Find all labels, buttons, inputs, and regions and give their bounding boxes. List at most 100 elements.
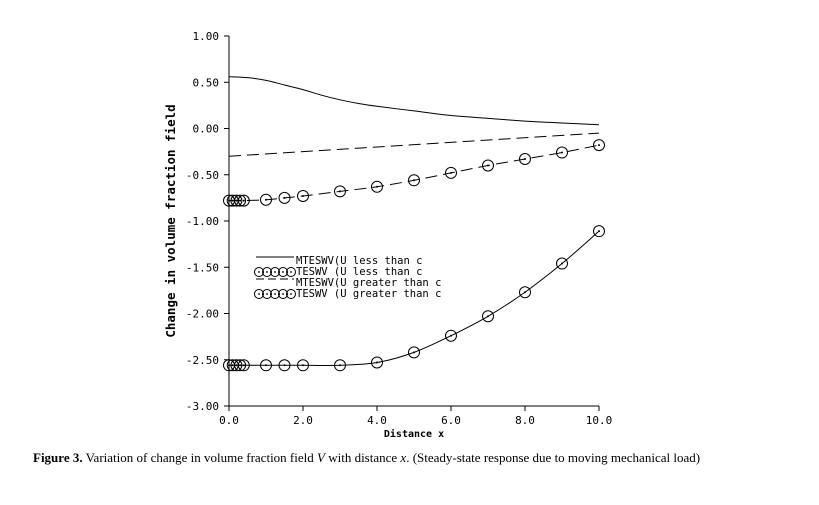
- marker-circle: [556, 146, 568, 159]
- marker-dot: [283, 196, 286, 199]
- x-tick-label: 8.0: [515, 414, 535, 427]
- legend-marker-circle: [286, 267, 296, 277]
- series-2: [223, 225, 605, 372]
- marker-dot: [376, 361, 378, 364]
- series-4-point: [482, 159, 494, 172]
- marker-circle: [556, 257, 568, 270]
- series-4-point: [593, 139, 605, 152]
- series-4-point: [334, 185, 346, 198]
- legend-item-1: MTESWV(U less than c: [256, 255, 422, 267]
- caption-var-x: x: [400, 450, 407, 465]
- marker-dot: [302, 364, 304, 367]
- marker-dot: [487, 164, 489, 167]
- y-tick-label: -3.00: [186, 400, 219, 413]
- legend-marker-circle: [278, 289, 288, 299]
- legend-marker-circle: [254, 267, 264, 277]
- series-3: [228, 132, 600, 157]
- marker-circle: [230, 194, 243, 207]
- legend-marker-circle: [262, 267, 272, 277]
- marker-dot: [228, 364, 230, 367]
- series-2-point: [297, 359, 309, 372]
- series-4-point: [234, 194, 247, 207]
- marker-circle: [230, 359, 243, 372]
- marker-dot: [487, 315, 489, 318]
- marker-circle: [519, 286, 531, 299]
- legend-marker-dot: [266, 271, 268, 273]
- legend-marker-dot: [282, 293, 284, 295]
- marker-circle: [297, 359, 309, 372]
- marker-dot: [242, 199, 245, 202]
- x-tick-label: 4.0: [367, 414, 387, 427]
- legend-item-4: TESWV (U greater than c: [254, 288, 441, 300]
- marker-dot: [524, 291, 526, 294]
- marker-dot: [598, 144, 600, 147]
- marker-dot: [231, 199, 234, 202]
- series-2-point: [371, 356, 383, 369]
- series-2-point: [519, 286, 531, 299]
- marker-circle: [482, 310, 494, 323]
- legend-marker-dot: [258, 271, 260, 273]
- x-tick-label: 10.0: [586, 414, 613, 427]
- y-tick-label: -2.00: [186, 308, 219, 321]
- series-4-point: [297, 190, 309, 203]
- series-4-point: [230, 194, 243, 207]
- series-1-line: [228, 76, 600, 126]
- marker-circle: [408, 346, 420, 359]
- series-2-point: [593, 225, 605, 238]
- legend-marker-dot: [266, 293, 268, 295]
- series-4-point: [408, 174, 420, 187]
- caption-label: Figure 3.: [33, 450, 83, 465]
- y-tick-label: -1.00: [186, 215, 219, 228]
- series-4-point: [260, 193, 272, 206]
- legend-label: TESWV (U less than c: [296, 266, 422, 278]
- y-tick-label: -1.50: [186, 261, 219, 274]
- marker-circle: [334, 185, 346, 198]
- marker-dot: [302, 195, 304, 198]
- marker-dot: [235, 199, 238, 202]
- series-layer: [223, 76, 605, 372]
- series-2-point: [260, 359, 272, 372]
- legend-marker-dot: [274, 271, 276, 273]
- marker-circle: [260, 193, 272, 206]
- marker-dot: [339, 190, 341, 193]
- marker-dot: [235, 364, 238, 367]
- y-tick-label: -0.50: [186, 169, 219, 182]
- caption-text-1: Variation of change in volume fraction f…: [82, 450, 317, 465]
- chart: 1.00 0.50 0.00 -0.50 -1.00 -1.50 -2.00 -2.50 -3.…: [163, 30, 612, 440]
- series-2-point: [230, 359, 243, 372]
- legend-item-2: TESWV (U less than c: [254, 266, 422, 278]
- series-4-point: [556, 146, 568, 159]
- series-1: [228, 76, 600, 126]
- y-axis-label: Change in volume fraction field: [163, 104, 178, 337]
- series-4-point: [371, 180, 383, 193]
- marker-dot: [283, 364, 286, 367]
- marker-circle: [371, 180, 383, 193]
- y-tick-label: -2.50: [186, 354, 219, 367]
- marker-dot: [376, 185, 378, 188]
- legend-label: TESWV (U greater than c: [296, 288, 441, 300]
- legend-label: MTESWV(U greater than c: [296, 277, 441, 289]
- marker-circle: [278, 359, 291, 372]
- legend-marker-dot: [290, 293, 292, 295]
- marker-dot: [598, 230, 600, 233]
- marker-circle: [519, 153, 531, 166]
- series-2-point: [445, 329, 457, 342]
- series-4-point: [445, 166, 457, 179]
- x-tick-label: 6.0: [441, 414, 461, 427]
- marker-dot: [450, 171, 452, 174]
- series-4-point: [278, 191, 291, 204]
- y-tick-label: 0.00: [193, 123, 220, 136]
- marker-circle: [593, 225, 605, 238]
- marker-dot: [524, 158, 526, 161]
- series-2-point: [482, 310, 494, 323]
- marker-dot: [239, 364, 242, 367]
- series-2-point: [334, 359, 346, 372]
- marker-circle: [408, 174, 420, 187]
- x-tick-label: 0.0: [219, 414, 239, 427]
- marker-dot: [413, 179, 415, 182]
- caption-text-3: . (Steady-state response due to moving m…: [406, 450, 701, 465]
- marker-dot: [413, 351, 415, 354]
- axes: 1.00 0.50 0.00 -0.50 -1.00 -1.50 -2.00 -2.50 -3.…: [163, 30, 612, 440]
- legend-marker-circle: [286, 289, 296, 299]
